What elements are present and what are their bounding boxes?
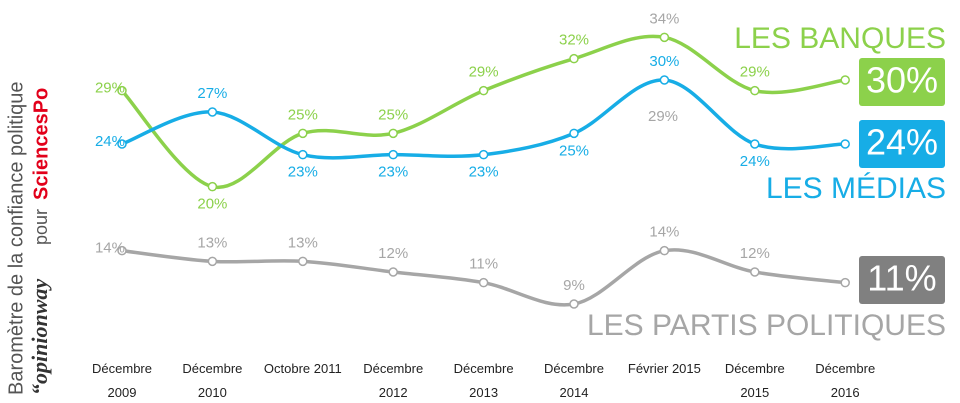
point — [117, 139, 127, 149]
value-label: 13% — [197, 234, 227, 251]
value-box — [859, 58, 945, 106]
value-label: 23% — [378, 164, 408, 181]
value-label: 30% — [649, 53, 679, 70]
point — [750, 85, 760, 96]
x-tick-label: Décembre 2013 — [453, 361, 514, 400]
point — [569, 128, 579, 139]
side-title: Baromètre de la confiance politique — [5, 81, 27, 395]
point — [750, 139, 760, 149]
point — [478, 277, 489, 288]
box-label: 30% — [866, 60, 938, 101]
value-label: 20% — [197, 196, 227, 213]
point — [117, 85, 127, 96]
point — [840, 277, 850, 288]
value-label: 24% — [740, 153, 770, 170]
value-label: 25% — [378, 106, 408, 123]
point — [388, 128, 398, 139]
point — [298, 256, 308, 267]
value-box — [859, 256, 945, 304]
sidebar: Baromètre de la confiance politique “opi… — [5, 81, 52, 395]
x-tick-label: Décembre 2009 — [92, 361, 152, 400]
x-tick-label: Décembre 2012 — [363, 361, 424, 400]
point — [117, 245, 127, 256]
point — [569, 299, 579, 309]
point — [298, 128, 308, 139]
point — [659, 75, 670, 85]
value-label: 29% — [740, 64, 770, 81]
value-label: 12% — [378, 245, 408, 262]
value-box — [859, 120, 945, 168]
sponsor: SciencesPo — [30, 88, 52, 200]
x-tick-label: Décembre 2014 — [544, 361, 604, 400]
value-label: 25% — [559, 142, 589, 159]
value-label: 13% — [288, 234, 318, 251]
value-label: 32% — [559, 32, 589, 49]
point — [388, 149, 398, 160]
legend-label: LES BANQUES — [734, 22, 946, 55]
x-tick-label: Décembre 2015 — [724, 361, 785, 400]
brand-link: pour — [31, 209, 51, 245]
value-label: 29% — [469, 64, 499, 81]
value-label: 12% — [740, 245, 770, 262]
point — [569, 53, 579, 64]
x-tick-label: Décembre 2016 — [815, 361, 876, 400]
value-label: 23% — [288, 164, 318, 181]
point — [750, 267, 760, 277]
x-tick-label: Octobre 2011 — [263, 361, 342, 376]
point — [840, 139, 850, 149]
box-label: 11% — [867, 258, 936, 299]
point — [478, 85, 489, 96]
annotation: 29% — [648, 108, 678, 125]
point — [207, 107, 218, 117]
value-label: 14% — [95, 240, 125, 257]
point — [659, 32, 670, 43]
value-label: 11% — [469, 256, 498, 273]
x-tick-label: Décembre 2010 — [182, 361, 243, 400]
point — [840, 75, 850, 85]
point — [207, 181, 218, 192]
point — [207, 256, 218, 267]
box-label: 24% — [866, 122, 938, 163]
point — [659, 245, 670, 256]
value-label: 9% — [563, 277, 585, 294]
value-label: 34% — [649, 10, 679, 27]
point — [298, 149, 308, 160]
value-label: 24% — [95, 133, 125, 150]
value-label: 14% — [649, 224, 679, 241]
value-label: 23% — [469, 164, 499, 181]
legend-label: LES MÉDIAS — [766, 172, 946, 205]
point — [478, 149, 489, 160]
point — [388, 267, 398, 277]
value-label: 27% — [197, 85, 227, 102]
legend-label: LES PARTIS POLITIQUES — [587, 309, 946, 342]
brand: “opinionway — [27, 279, 52, 395]
x-tick-label: Février 2015 — [627, 361, 701, 376]
value-label: 29% — [95, 80, 125, 97]
value-label: 25% — [288, 106, 318, 123]
series-line — [120, 34, 846, 190]
